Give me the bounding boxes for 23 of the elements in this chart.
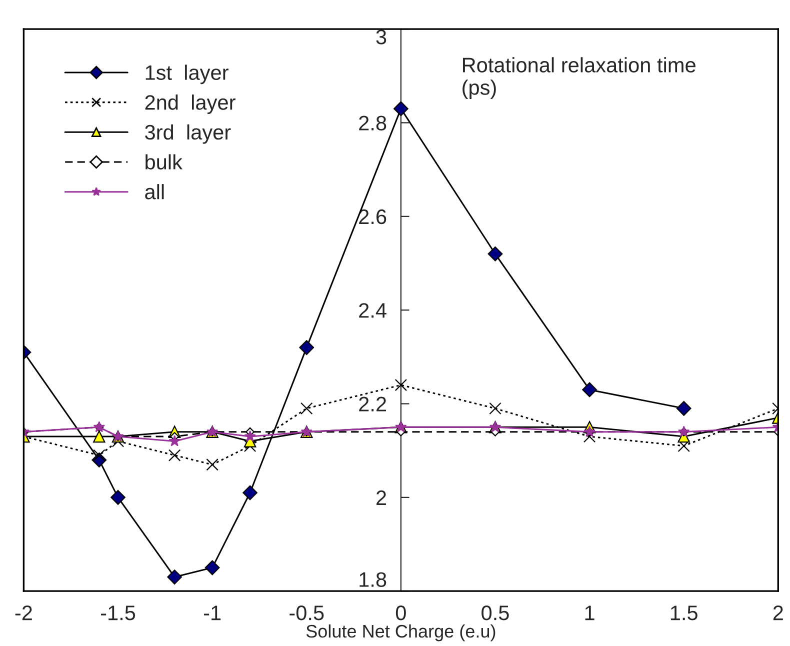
x-axis-title: Solute Net Charge (e.u) [306,624,496,642]
x-tick-label: -0.5 [290,606,324,620]
x-tick-label: -1 [204,606,221,620]
x-tick-label: 0.5 [482,606,509,620]
y-tick-label: 2.4 [359,303,386,318]
y-tick-label: 1.8 [360,572,386,587]
x-tick-label: 2 [773,606,783,620]
x-tick-label: 1 [585,606,594,620]
y-tick-label: 2.8 [359,116,386,130]
legend-label: 2nd layer [145,94,236,114]
annotation: Rotational relaxation time (ps) [462,57,696,100]
legend-label: bulk [146,154,182,170]
x-tick-label: -1.5 [100,606,136,620]
legend-label: 3rd layer [145,124,231,144]
y-tick-label: 3 [376,30,386,44]
legend-label: all [145,184,164,200]
x-tick-label: 1.5 [670,606,698,620]
y-tick-label: 2.6 [359,209,386,224]
y-tick-label: 2 [376,490,386,505]
y-tick-label: 2.2 [359,396,386,412]
x-tick-label: 0 [396,606,406,620]
x-tick-label: -2 [15,606,32,620]
legend-label: 1st layer [146,64,228,84]
